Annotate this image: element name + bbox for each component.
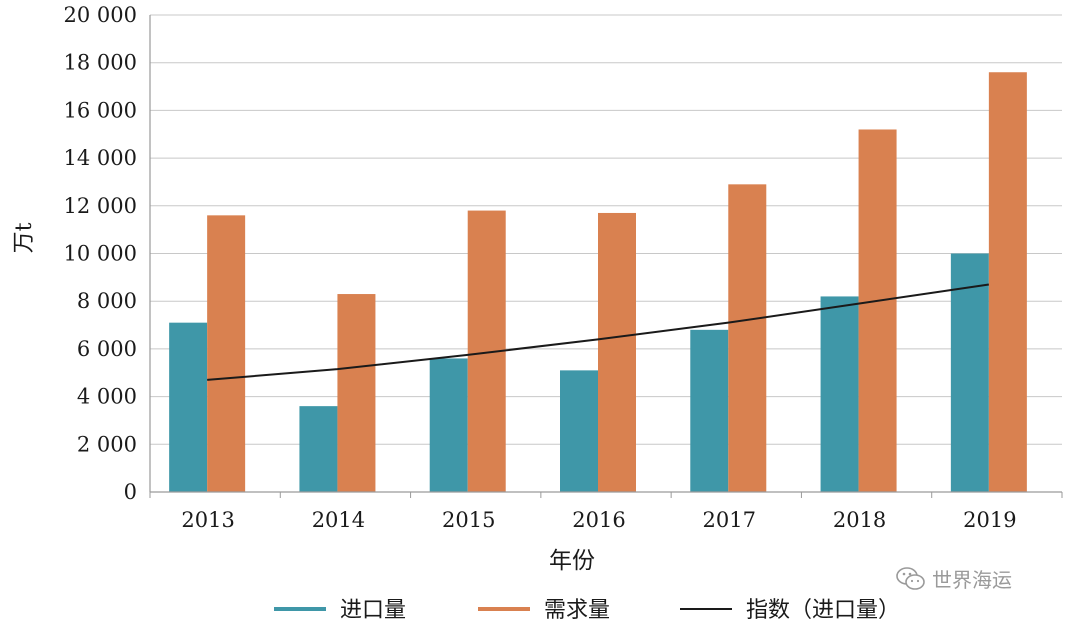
y-tick-label: 0 <box>124 480 137 504</box>
y-tick-label: 20 000 <box>64 3 137 27</box>
legend-label: 进口量 <box>340 598 406 623</box>
legend-label: 指数（进口量） <box>746 598 900 623</box>
bar-import <box>299 406 338 492</box>
bar-demand <box>858 129 897 493</box>
legend-label: 需求量 <box>544 598 610 623</box>
trendline <box>207 283 990 381</box>
bar-import <box>690 329 729 492</box>
x-tick-label: 2019 <box>963 508 1016 532</box>
x-tick-label: 2016 <box>572 508 625 532</box>
y-tick-label: 18 000 <box>64 51 137 75</box>
y-tick-label: 4 000 <box>77 385 137 409</box>
y-tick-label: 12 000 <box>64 194 137 218</box>
bar-demand <box>728 184 767 492</box>
axes <box>149 15 1063 498</box>
bar-import <box>169 322 208 492</box>
y-tick-label: 16 000 <box>64 98 137 122</box>
axis-labels: 0 2 000 4 000 6 000 8 000 10 000 12 000 14 000 1… <box>12 3 1017 574</box>
y-tick-label: 2 000 <box>77 432 137 456</box>
x-tick-label: 2014 <box>312 508 365 532</box>
y-tick-label: 8 000 <box>77 289 137 313</box>
bar-demand <box>207 215 246 492</box>
y-tick-label: 10 000 <box>64 242 137 266</box>
x-tick-label: 2018 <box>833 508 886 532</box>
watermark-text: 世界海运 <box>932 568 1012 592</box>
bar-import <box>429 358 468 492</box>
wechat-icon <box>896 566 925 590</box>
trendline-layer <box>207 283 990 381</box>
bar-demand <box>598 212 636 492</box>
x-tick-label: 2015 <box>442 508 495 532</box>
bar-import <box>820 296 859 492</box>
bar-demand <box>337 294 376 492</box>
x-tick-label: 2017 <box>703 508 756 532</box>
legend: 进口量 需求量 指数（进口量） <box>274 598 900 623</box>
bar-import <box>950 253 989 492</box>
x-axis-title: 年份 <box>549 548 595 574</box>
y-axis-title: 万t <box>12 222 37 253</box>
bar-import <box>560 370 598 492</box>
watermark: 世界海运 <box>896 564 1012 593</box>
bars <box>169 72 1027 493</box>
y-tick-label: 14 000 <box>64 146 137 170</box>
bar-demand <box>988 72 1027 493</box>
y-tick-label: 6 000 <box>77 337 137 361</box>
x-tick-label: 2013 <box>181 508 234 532</box>
